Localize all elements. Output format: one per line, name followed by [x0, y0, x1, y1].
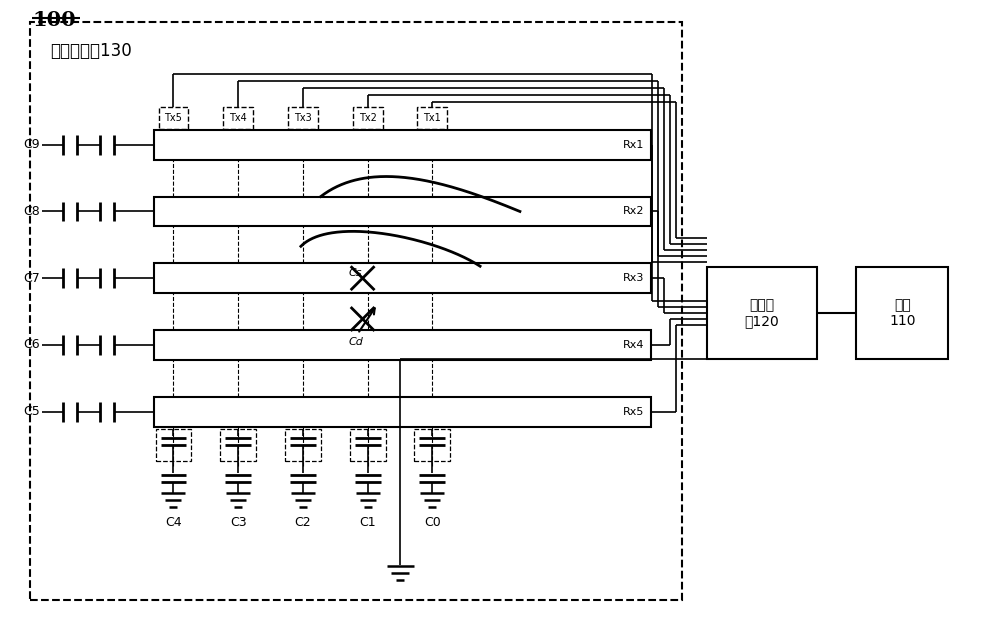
Bar — [417, 107, 447, 129]
Bar — [154, 196, 651, 227]
Bar — [353, 107, 383, 129]
Text: 主机
110: 主机 110 — [889, 298, 915, 328]
Text: Tx3: Tx3 — [294, 113, 312, 123]
Text: Tx2: Tx2 — [359, 113, 377, 123]
Text: Cs: Cs — [349, 268, 362, 278]
Bar — [856, 267, 948, 359]
Text: C9: C9 — [23, 138, 40, 151]
Text: Cd: Cd — [348, 337, 363, 347]
Text: Rx2: Rx2 — [623, 206, 644, 216]
Text: C8: C8 — [23, 205, 40, 218]
Text: Tx5: Tx5 — [165, 113, 182, 123]
Bar — [288, 107, 318, 129]
Text: C4: C4 — [165, 516, 182, 529]
Bar — [154, 397, 651, 427]
Text: 触控传感器130: 触控传感器130 — [50, 42, 132, 60]
Bar — [154, 130, 651, 160]
Text: C3: C3 — [230, 516, 246, 529]
Text: Rx5: Rx5 — [623, 406, 644, 416]
Bar — [350, 428, 386, 461]
Text: C6: C6 — [23, 338, 40, 351]
Bar — [285, 428, 321, 461]
Text: C2: C2 — [295, 516, 311, 529]
Bar — [414, 428, 450, 461]
Text: Tx1: Tx1 — [423, 113, 441, 123]
Text: Rx4: Rx4 — [623, 340, 644, 350]
Text: C5: C5 — [23, 405, 40, 418]
Text: C0: C0 — [424, 516, 441, 529]
Text: 触摸芯
片120: 触摸芯 片120 — [744, 298, 779, 328]
Text: 100: 100 — [32, 10, 76, 30]
Text: Rx1: Rx1 — [623, 139, 644, 150]
Bar — [159, 107, 188, 129]
Bar — [156, 428, 191, 461]
Bar — [223, 107, 253, 129]
Bar — [707, 267, 817, 359]
Text: Tx4: Tx4 — [229, 113, 247, 123]
Bar — [154, 263, 651, 293]
Text: C7: C7 — [23, 272, 40, 285]
Bar — [220, 428, 256, 461]
Bar — [30, 22, 682, 599]
Text: Rx3: Rx3 — [623, 273, 644, 283]
Bar — [154, 330, 651, 360]
Text: C1: C1 — [359, 516, 376, 529]
